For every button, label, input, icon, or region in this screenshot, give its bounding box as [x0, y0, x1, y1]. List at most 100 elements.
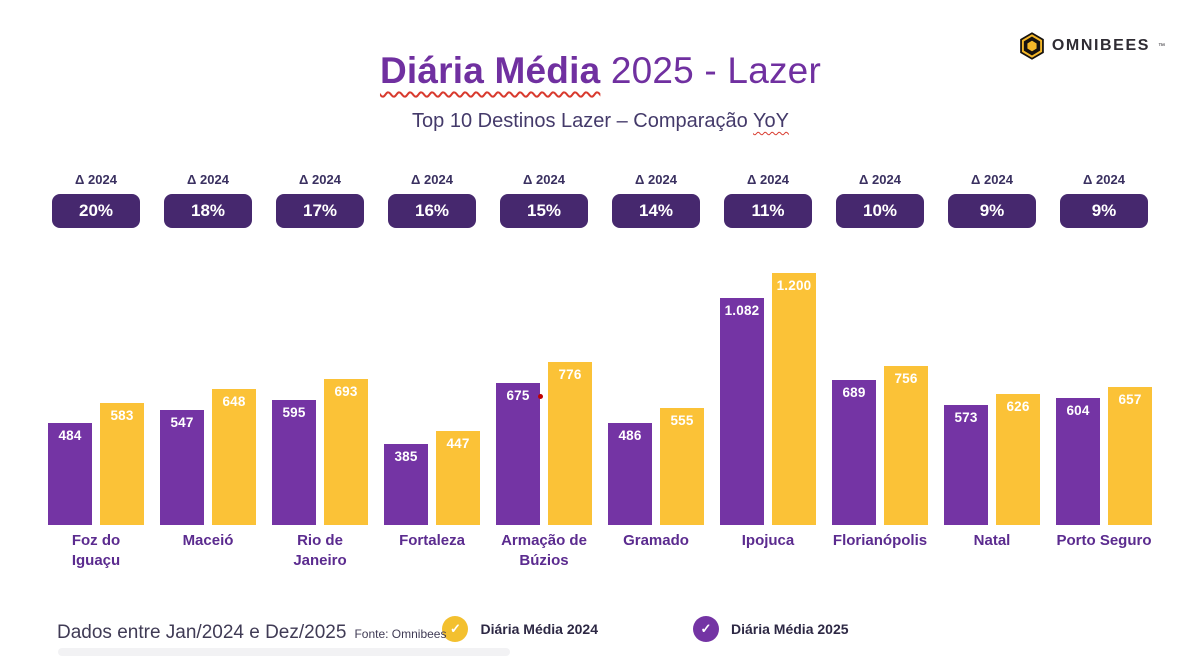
- delta-badge: 14%: [612, 194, 700, 228]
- bar-right: 776: [548, 362, 592, 525]
- bar-left: 675: [496, 383, 540, 525]
- delta-badge: 16%: [388, 194, 476, 228]
- delta-badge: 9%: [1060, 194, 1148, 228]
- page-title: Diária Média 2025 - Lazer: [0, 50, 1201, 92]
- bar-value-label: 573: [954, 410, 978, 425]
- delta-year-label: Δ 2024: [1083, 172, 1125, 187]
- omnibees-logo: OMNIBEES ™: [1019, 32, 1165, 60]
- bar-left: 604: [1056, 398, 1100, 525]
- bar-value-label: 484: [58, 428, 82, 443]
- category-label: Fortaleza: [399, 532, 465, 549]
- delta-badge: 11%: [724, 194, 812, 228]
- delta-column: Δ 2024 9%: [936, 172, 1048, 228]
- legend-item: ✓ Diária Média 2025: [693, 616, 849, 642]
- bar-left: 486: [608, 423, 652, 525]
- bar-value-label: 486: [618, 428, 642, 443]
- bar-groups: 484 583 547 648 595 693 385 447 675 776 486 555 1.08…: [40, 265, 1160, 525]
- category-label: Foz do Iguaçu: [71, 532, 121, 569]
- delta-column: Δ 2024 18%: [152, 172, 264, 228]
- bar-left: 573: [944, 405, 988, 525]
- delta-year-label: Δ 2024: [411, 172, 453, 187]
- bar-group: 604 657: [1048, 265, 1160, 525]
- category-label: Ipojuca: [741, 532, 795, 549]
- delta-badge: 15%: [500, 194, 588, 228]
- bar-left: 1.082: [720, 298, 764, 525]
- bar-right: 583: [100, 403, 144, 525]
- delta-column: Δ 2024 9%: [1048, 172, 1160, 228]
- delta-year-label: Δ 2024: [635, 172, 677, 187]
- bar-group: 385 447: [376, 265, 488, 525]
- hexagon-bee-icon: [1019, 32, 1045, 60]
- bar-value-label: 675: [506, 388, 530, 403]
- delta-year-label: Δ 2024: [971, 172, 1013, 187]
- bar-group: 689 756: [824, 265, 936, 525]
- bar-right: 1.200: [772, 273, 816, 525]
- category-label: Maceió: [182, 532, 234, 549]
- delta-year-label: Δ 2024: [299, 172, 341, 187]
- delta-column: Δ 2024 15%: [488, 172, 600, 228]
- bar-right: 693: [324, 379, 368, 525]
- bar-left: 595: [272, 400, 316, 525]
- bar-value-label: 385: [394, 449, 418, 464]
- delta-column: Δ 2024 16%: [376, 172, 488, 228]
- bar-group: 486 555: [600, 265, 712, 525]
- category-label: Rio de Janeiro: [293, 532, 347, 569]
- category-labels-row: Foz do Iguaçu Maceió Rio de Janeiro Fortale…: [40, 531, 1160, 570]
- bar-left: 689: [832, 380, 876, 525]
- bar-value-label: 604: [1066, 403, 1090, 418]
- bar-right: 756: [884, 366, 928, 525]
- delta-year-label: Δ 2024: [859, 172, 901, 187]
- delta-badges-row: Δ 2024 20% Δ 2024 18% Δ 2024 17% Δ 2024 16% Δ 20…: [40, 172, 1160, 228]
- legend-label: Diária Média 2025: [731, 621, 849, 637]
- bar-right: 648: [212, 389, 256, 525]
- delta-column: Δ 2024 17%: [264, 172, 376, 228]
- category-label: Gramado: [623, 532, 689, 549]
- delta-year-label: Δ 2024: [523, 172, 565, 187]
- category-label: Porto Seguro: [1056, 532, 1152, 549]
- bar-value-label: 555: [670, 413, 694, 428]
- delta-badge: 10%: [836, 194, 924, 228]
- bar-value-label: 626: [1006, 399, 1030, 414]
- footer-streak: [58, 648, 510, 656]
- delta-badge: 9%: [948, 194, 1036, 228]
- title-rest: 2025 - Lazer: [600, 50, 821, 91]
- bar-right: 447: [436, 431, 480, 525]
- bar-group: 484 583: [40, 265, 152, 525]
- bar-value-label: 595: [282, 405, 306, 420]
- bar-value-label: 776: [558, 367, 582, 382]
- delta-year-label: Δ 2024: [187, 172, 229, 187]
- legend-label: Diária Média 2024: [480, 621, 598, 637]
- delta-year-label: Δ 2024: [747, 172, 789, 187]
- delta-year-label: Δ 2024: [75, 172, 117, 187]
- bar-left: 484: [48, 423, 92, 525]
- bar-value-label: 689: [842, 385, 866, 400]
- bar-value-label: 1.200: [776, 278, 812, 293]
- bar-right: 657: [1108, 387, 1152, 525]
- subtitle-yoy: YoY: [752, 110, 789, 132]
- subtitle-text: Top 10 Destinos Lazer – Comparação: [412, 110, 753, 132]
- bar-value-label: 1.082: [724, 303, 760, 318]
- category-label: Natal: [973, 532, 1011, 549]
- delta-badge: 18%: [164, 194, 252, 228]
- category-label: Armação de Búzios: [501, 532, 587, 569]
- delta-column: Δ 2024 20%: [40, 172, 152, 228]
- bar-value-label: 648: [222, 394, 246, 409]
- trademark-mark: ™: [1158, 42, 1165, 50]
- title-emphasis: Diária Média: [379, 50, 601, 91]
- bar-left: 547: [160, 410, 204, 525]
- bar-group: 547 648: [152, 265, 264, 525]
- footer-date-range: Dados entre Jan/2024 e Dez/2025: [57, 622, 347, 643]
- bar-group: 1.082 1.200: [712, 265, 824, 525]
- bar-value-label: 547: [170, 415, 194, 430]
- red-dot-annotation: [538, 394, 543, 399]
- footer-source: Fonte: Omnibees: [354, 627, 447, 641]
- bar-group: 573 626: [936, 265, 1048, 525]
- bar-right: 555: [660, 408, 704, 525]
- check-icon: ✓: [693, 616, 719, 642]
- page-subtitle: Top 10 Destinos Lazer – Comparação YoY: [0, 110, 1201, 133]
- bar-value-label: 583: [110, 408, 134, 423]
- bar-value-label: 693: [334, 384, 358, 399]
- check-icon: ✓: [442, 616, 469, 642]
- delta-badge: 20%: [52, 194, 140, 228]
